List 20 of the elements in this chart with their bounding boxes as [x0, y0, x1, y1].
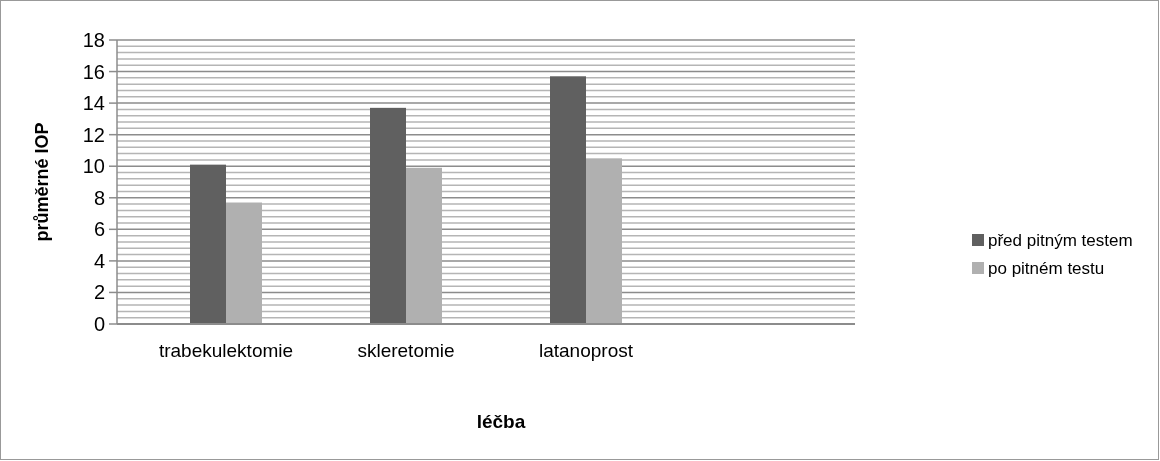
y-tick-label: 2: [93, 281, 105, 304]
y-tick-label: 14: [82, 92, 105, 115]
bar: [370, 107, 406, 324]
legend-label: před pitným testem: [988, 230, 1133, 250]
y-tick-label: 16: [82, 60, 105, 83]
y-tick-label: 18: [82, 29, 105, 51]
x-axis-title: léčba: [476, 411, 526, 432]
y-tick-label: 8: [93, 186, 105, 209]
bar: [190, 164, 226, 324]
y-tick-label: 4: [93, 249, 105, 272]
x-tick-label: trabekulektomie: [158, 340, 294, 361]
y-axis-title: průměrné IOP: [32, 122, 52, 242]
y-tick-label: 6: [93, 218, 105, 241]
legend-label: po pitném testu: [988, 258, 1105, 278]
x-tick-label: skleretomie: [357, 340, 455, 361]
bar: [550, 76, 586, 324]
y-tick-label: 12: [82, 123, 105, 146]
x-tick-label: latanoprost: [538, 340, 634, 361]
y-tick-label: 10: [82, 155, 105, 178]
y-tick-label: 0: [93, 313, 105, 335]
